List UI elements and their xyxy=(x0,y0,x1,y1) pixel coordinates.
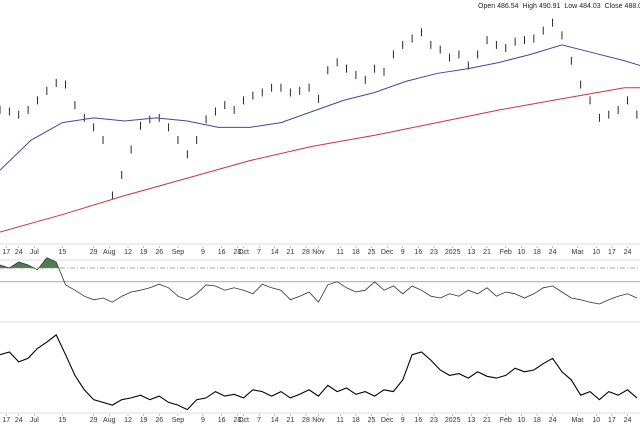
x-tick-label: 17 xyxy=(608,249,616,256)
x-tick-label: 16 xyxy=(218,417,226,424)
x-tick-label: 23 xyxy=(430,417,438,424)
x-tick-label: 21 xyxy=(286,417,294,424)
quote-value: 486.54 xyxy=(497,3,519,10)
x-tick-label: 24 xyxy=(15,417,23,424)
x-tick-label: Aug xyxy=(103,249,116,256)
x-tick-label: Mar xyxy=(572,249,585,256)
x-tick-label: 18 xyxy=(352,417,360,424)
x-tick-label: 28 xyxy=(302,417,310,424)
x-tick-label: 24 xyxy=(624,249,632,256)
x-tick-label: 24 xyxy=(549,417,557,424)
x-tick-label: 29 xyxy=(90,417,98,424)
x-tick-label: 12 xyxy=(124,417,132,424)
x-tick-label: 17 xyxy=(2,249,10,256)
x-tick-label: Dec xyxy=(381,249,394,256)
x-tick-label: 21 xyxy=(286,249,294,256)
x-tick-label: 19 xyxy=(140,417,148,424)
x-tick-label: Dec xyxy=(381,417,394,424)
x-tick-label: 11 xyxy=(337,249,344,256)
x-tick-label: 14 xyxy=(271,417,279,424)
quote-value: 488.03 xyxy=(625,3,640,10)
x-tick-label: 26 xyxy=(155,249,163,256)
x-tick-label: 18 xyxy=(533,249,541,256)
x-tick-label: Nov xyxy=(312,249,325,256)
moving-average xyxy=(0,87,640,233)
quote-label: High xyxy=(523,3,538,10)
x-tick-label: 26 xyxy=(155,417,163,424)
quote-value: 490.91 xyxy=(539,3,561,10)
x-tick-label: Oct xyxy=(238,417,249,424)
x-tick-label: 18 xyxy=(533,417,541,424)
x-tick-label: 23 xyxy=(430,249,438,256)
x-tick-label: 15 xyxy=(59,249,67,256)
x-tick-label: 9 xyxy=(201,417,205,424)
x-tick-label: 12 xyxy=(124,249,132,256)
x-tick-label: 24 xyxy=(15,249,23,256)
x-tick-label: Sep xyxy=(172,249,185,256)
x-tick-label: 10 xyxy=(517,249,525,256)
indicator-line xyxy=(0,257,638,305)
indicator-line xyxy=(0,334,638,411)
x-tick-label: 2025 xyxy=(445,249,461,256)
x-tick-label: 13 xyxy=(468,249,476,256)
x-tick-label: Mar xyxy=(572,417,585,424)
x-tick-label: 23 xyxy=(233,249,241,256)
x-tick-label: 7 xyxy=(257,417,261,424)
x-tick-label: 25 xyxy=(368,417,376,424)
x-tick-label: 21 xyxy=(483,417,491,424)
x-tick-label: 10 xyxy=(592,417,600,424)
x-tick-label: 19 xyxy=(140,249,148,256)
x-tick-label: 17 xyxy=(608,417,616,424)
x-tick-label: 16 xyxy=(414,417,422,424)
x-tick-label: 16 xyxy=(218,249,226,256)
x-tick-label: 9 xyxy=(401,417,405,424)
x-tick-label: Nov xyxy=(312,417,325,424)
x-tick-label: 21 xyxy=(483,249,491,256)
x-tick-label: 17 xyxy=(2,417,10,424)
x-tick-label: 18 xyxy=(352,249,360,256)
x-tick-label: 15 xyxy=(59,417,67,424)
x-tick-label: 7 xyxy=(257,249,261,256)
x-tick-label: 11 xyxy=(337,417,344,424)
x-tick-label: 2025 xyxy=(445,417,461,424)
x-tick-label: 29 xyxy=(90,249,98,256)
x-tick-label: 10 xyxy=(517,417,525,424)
quote-value: 484.03 xyxy=(579,3,601,10)
x-tick-label: 16 xyxy=(414,249,422,256)
moving-average xyxy=(0,44,640,171)
quote-label: Open xyxy=(478,3,495,10)
x-tick-label: 9 xyxy=(201,249,205,256)
x-tick-label: 9 xyxy=(401,249,405,256)
x-tick-label: 25 xyxy=(368,249,376,256)
quote-label: Low xyxy=(564,3,578,10)
x-tick-label: Sep xyxy=(172,417,185,424)
x-tick-label: Jul xyxy=(30,417,39,424)
x-tick-label: 13 xyxy=(468,417,476,424)
x-tick-label: Oct xyxy=(238,249,249,256)
quote-label: Close xyxy=(605,3,623,10)
x-tick-label: 10 xyxy=(592,249,600,256)
x-tick-label: 24 xyxy=(549,249,557,256)
x-tick-label: Feb xyxy=(500,249,512,256)
x-tick-label: Jul xyxy=(30,249,39,256)
x-tick-label: 28 xyxy=(302,249,310,256)
x-tick-label: 24 xyxy=(624,417,632,424)
x-tick-label: Feb xyxy=(500,417,512,424)
x-tick-label: Aug xyxy=(103,417,116,424)
x-tick-label: 23 xyxy=(233,417,241,424)
x-tick-label: 14 xyxy=(271,249,279,256)
